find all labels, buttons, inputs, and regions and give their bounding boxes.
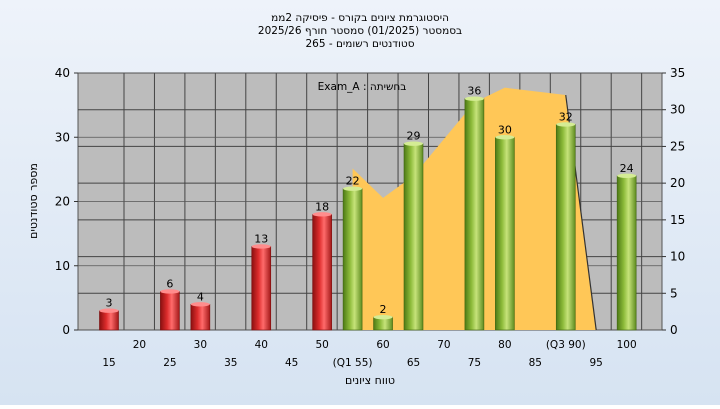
y2-tick-label: 35 [670, 66, 685, 80]
bar-25 [160, 291, 180, 331]
bar-75 [464, 98, 485, 331]
bar-40 [251, 246, 272, 331]
bar-65 [403, 143, 424, 331]
bar-100 [616, 175, 637, 331]
x-tick-label: 70 [437, 339, 450, 351]
bar-top-75 [464, 96, 484, 101]
x-tick-label: 50 [315, 339, 328, 351]
y-tick-label: 10 [55, 259, 70, 273]
x-tick-label: 20 [133, 339, 146, 351]
y2-tick-label: 10 [670, 250, 685, 264]
y-tick-label: 30 [55, 130, 70, 144]
data-label-60: 2 [380, 303, 387, 316]
x-axis: 15 20 25 30 35 40 45 50 (Q1 55)60 65 70 75 80 85 (Q3 9… [102, 339, 636, 369]
bar-top-40 [251, 244, 271, 249]
data-label-50: 18 [315, 200, 329, 213]
data-label-90: 32 [559, 110, 573, 123]
data-label-65: 29 [407, 130, 421, 143]
x-tick-label: 15 [102, 357, 115, 369]
x-tick-label: 40 [255, 339, 268, 351]
data-label-30: 4 [197, 290, 204, 303]
y-tick-label: 0 [62, 323, 70, 337]
y-tick-label: 40 [55, 66, 70, 80]
y-axis-right: 0 5 10 15 20 25 30 35 [662, 66, 685, 337]
y2-tick-label: 5 [670, 286, 678, 300]
x-tick-label: (Q1 55) [333, 357, 373, 369]
x-tick-label: 80 [498, 339, 511, 351]
bar-55 [342, 188, 363, 331]
bar-15 [99, 310, 119, 331]
data-label-15: 3 [106, 297, 113, 310]
chart-title-line-2: בסמסטר (01/2025) סמסטר חורף 2025/26 [258, 25, 462, 37]
x-tick-label: 85 [529, 357, 542, 369]
chart-annotation: Exam_A : בחשיתה [318, 81, 407, 93]
y-axis-left: 0 10 20 30 40 [55, 66, 78, 337]
data-label-55: 22 [346, 175, 360, 188]
bar-top-60 [373, 314, 393, 320]
data-label-100: 24 [620, 162, 634, 175]
bar-top-65 [404, 141, 423, 146]
bar-80 [495, 136, 515, 331]
x-tick-label: 30 [194, 339, 207, 351]
chart-title-line-3: 265 - סטודנטים רשומים [305, 38, 414, 50]
data-label-25: 6 [166, 277, 173, 290]
bar-top-55 [343, 186, 363, 191]
x-tick-label: 25 [163, 357, 176, 369]
bar-50 [312, 214, 332, 331]
y-axis-title: מספר סטודנטים [27, 163, 40, 239]
bar-90 [555, 124, 576, 331]
bar-top-30 [190, 302, 210, 307]
y-tick-label: 20 [55, 195, 70, 209]
bar-top-80 [495, 135, 515, 140]
y2-tick-label: 15 [670, 213, 685, 227]
bar-series [99, 96, 637, 331]
x-tick-label: 65 [407, 357, 420, 369]
bar-top-90 [556, 122, 576, 127]
x-axis-title: טווח ציונים [345, 374, 395, 387]
data-label-40: 13 [254, 232, 268, 245]
chart-title-line-1: היסטוגרמת ציונים בקורס - פיסיקה 2ממ [271, 12, 449, 24]
x-tick-label: 45 [285, 357, 298, 369]
x-tick-label: 95 [590, 357, 603, 369]
x-tick-label: 35 [224, 357, 237, 369]
bar-top-25 [160, 289, 180, 294]
data-label-75: 36 [467, 85, 481, 98]
x-tick-label: 75 [468, 357, 481, 369]
x-tick-label: 100 [617, 339, 637, 351]
bar-30 [190, 303, 211, 331]
x-tick-label: 60 [376, 339, 389, 351]
bar-top-100 [617, 173, 637, 178]
y2-tick-label: 0 [670, 323, 678, 337]
bar-top-15 [99, 308, 119, 313]
y2-tick-label: 30 [670, 103, 685, 117]
y2-tick-label: 20 [670, 176, 685, 190]
x-tick-label: (Q3 90) [546, 339, 586, 351]
data-label-80: 30 [498, 123, 512, 136]
bar-top-50 [312, 212, 332, 217]
y2-tick-label: 25 [670, 139, 685, 153]
